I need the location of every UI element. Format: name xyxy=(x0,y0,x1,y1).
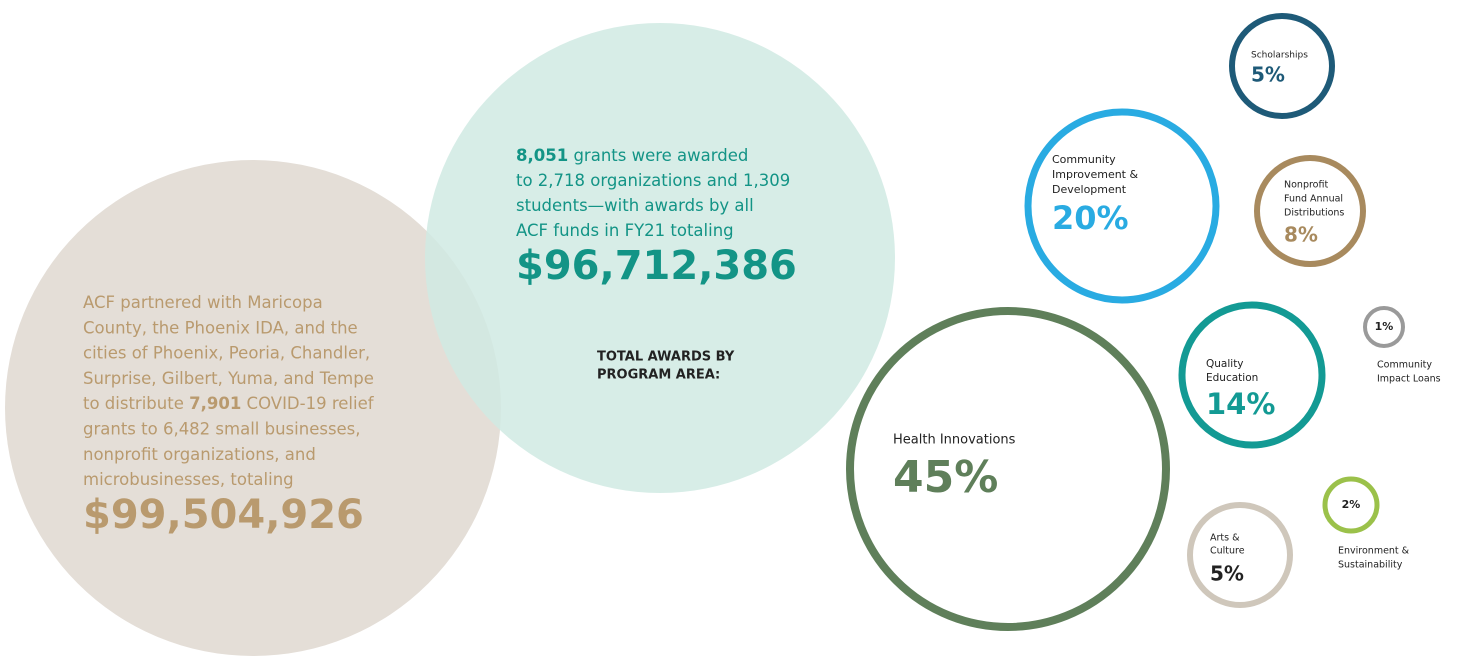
area-bubble xyxy=(1229,13,1335,119)
area-label: Impact Loans xyxy=(1377,374,1441,385)
area-percent: 14% xyxy=(1206,387,1275,421)
area-bubble xyxy=(1322,476,1380,534)
area-percent: 1% xyxy=(1375,320,1394,333)
body-line: students—with awards by all xyxy=(516,196,754,215)
text-run: grants were awarded xyxy=(568,146,748,165)
text-run: ACF funds in FY21 totaling xyxy=(516,221,734,240)
area-label: Health Innovations xyxy=(893,433,1016,448)
relief-circle xyxy=(5,160,501,656)
area-label: Arts & xyxy=(1210,533,1240,544)
highlight: 7,901 xyxy=(189,394,241,413)
body-line: ACF funds in FY21 totaling xyxy=(516,221,734,240)
area-label: Quality xyxy=(1206,358,1244,370)
area-bubble xyxy=(1178,301,1326,449)
area-label: Nonprofit xyxy=(1284,180,1328,191)
area-label: Community xyxy=(1052,153,1116,166)
area-percent: 2% xyxy=(1342,498,1361,511)
area-bubble xyxy=(1363,306,1405,348)
text-run: COVID-19 relief xyxy=(241,394,374,413)
area-bubble xyxy=(1254,155,1366,267)
area-percent: 45% xyxy=(893,452,998,503)
program-heading: PROGRAM AREA: xyxy=(597,368,720,383)
highlight: 8,051 xyxy=(516,146,568,165)
area-percent: 8% xyxy=(1284,223,1318,247)
text-run: to 2,718 organizations and 1,309 xyxy=(516,171,790,190)
body-line: nonprofit organizations, and xyxy=(83,444,316,463)
area-label: Improvement & xyxy=(1052,168,1138,181)
body-line: to distribute 7,901 COVID-19 relief xyxy=(83,394,375,413)
area-label: Education xyxy=(1206,372,1258,384)
area-percent: 5% xyxy=(1251,63,1285,87)
body-line: cities of Phoenix, Peoria, Chandler, xyxy=(83,343,370,362)
grants-circle xyxy=(425,23,895,493)
text-run: to distribute xyxy=(83,394,189,413)
area-label: Distributions xyxy=(1284,208,1344,219)
area-bubble xyxy=(1024,108,1220,304)
body-line: to 2,718 organizations and 1,309 xyxy=(516,171,790,190)
area-label: Community xyxy=(1377,360,1432,371)
body-line: County, the Phoenix IDA, and the xyxy=(83,318,358,337)
area-label: Scholarships xyxy=(1251,51,1308,61)
area-percent: 20% xyxy=(1052,199,1129,237)
total-amount: $96,712,386 xyxy=(516,243,797,289)
text-run: students—with awards by all xyxy=(516,196,754,215)
text-run: ACF partnered with Maricopa xyxy=(83,293,323,312)
area-label: Fund Annual xyxy=(1284,194,1343,205)
text-run: microbusinesses, totaling xyxy=(83,470,294,489)
body-line: ACF partnered with Maricopa xyxy=(83,293,323,312)
text-run: Surprise, Gilbert, Yuma, and Tempe xyxy=(83,368,374,387)
area-bubble xyxy=(846,307,1170,631)
text-run: grants to 6,482 small businesses, xyxy=(83,419,361,438)
text-run: nonprofit organizations, and xyxy=(83,444,316,463)
area-label: Sustainability xyxy=(1338,560,1403,571)
body-line: grants to 6,482 small businesses, xyxy=(83,419,361,438)
total-amount: $99,504,926 xyxy=(83,492,364,538)
area-label: Culture xyxy=(1210,546,1245,557)
area-bubble xyxy=(1187,502,1293,608)
program-heading: TOTAL AWARDS BY xyxy=(597,350,735,365)
area-label: Development xyxy=(1052,183,1127,196)
text-run: cities of Phoenix, Peoria, Chandler, xyxy=(83,343,370,362)
body-line: 8,051 grants were awarded xyxy=(516,146,748,165)
body-line: Surprise, Gilbert, Yuma, and Tempe xyxy=(83,368,374,387)
body-line: microbusinesses, totaling xyxy=(83,470,294,489)
area-label: Environment & xyxy=(1338,546,1410,557)
text-run: County, the Phoenix IDA, and the xyxy=(83,318,358,337)
area-percent: 5% xyxy=(1210,562,1244,586)
